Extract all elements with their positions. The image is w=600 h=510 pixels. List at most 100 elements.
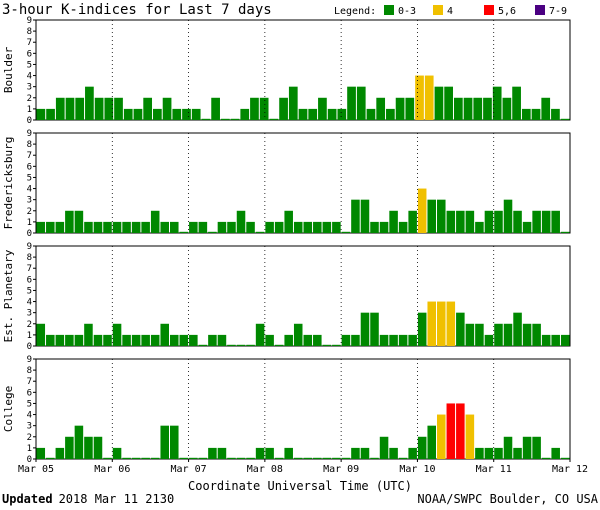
bar: [560, 231, 570, 233]
bar: [513, 210, 522, 233]
legend-entry-1: 4: [447, 6, 453, 17]
legend-swatch-3: [535, 5, 545, 15]
panel-label: Est. Planetary: [2, 249, 15, 342]
bar: [395, 97, 405, 120]
bar: [269, 118, 279, 120]
bar: [424, 75, 434, 120]
updated-label: Updated: [2, 492, 53, 506]
bar: [274, 457, 284, 459]
bar: [494, 323, 503, 346]
bar: [240, 108, 250, 120]
bar: [503, 323, 513, 346]
y-tick-label: 0: [27, 116, 32, 126]
bar: [74, 210, 84, 233]
x-tick-label: Mar 05: [18, 464, 54, 475]
bar: [93, 436, 103, 459]
bar: [551, 210, 560, 233]
bar: [84, 436, 93, 459]
legend-entry-2: 5,6: [498, 6, 516, 17]
y-tick-label: 5: [27, 286, 32, 296]
bar: [227, 457, 236, 459]
bar: [150, 210, 160, 233]
bar: [93, 221, 103, 233]
bar: [211, 97, 220, 120]
y-tick-label: 0: [27, 455, 32, 465]
bar: [293, 221, 303, 233]
bar: [322, 344, 332, 346]
bar: [405, 97, 415, 120]
legend-swatch-1: [433, 5, 443, 15]
bar: [513, 447, 522, 459]
bar: [112, 221, 122, 233]
y-tick-label: 1: [27, 218, 32, 228]
bar: [85, 86, 94, 120]
bar: [427, 199, 436, 233]
panel-frame: [35, 245, 571, 347]
bar: [36, 447, 46, 459]
bar: [208, 447, 217, 459]
bar: [84, 221, 93, 233]
bar: [313, 457, 322, 459]
bar: [427, 301, 436, 346]
bar: [112, 447, 122, 459]
y-tick-label: 9: [27, 129, 32, 139]
bar: [246, 344, 255, 346]
bar: [541, 457, 551, 459]
bar: [521, 108, 531, 120]
y-tick-label: 6: [27, 275, 32, 285]
bar: [150, 457, 160, 459]
bar: [417, 188, 427, 233]
y-tick-label: 2: [27, 94, 32, 104]
bar: [551, 108, 560, 120]
bar: [75, 97, 85, 120]
bar: [236, 344, 246, 346]
bar: [456, 312, 465, 346]
bar: [123, 108, 133, 120]
bar: [160, 323, 169, 346]
bar: [143, 97, 153, 120]
bar: [398, 457, 408, 459]
chart-title: 3-hour K-indices for Last 7 days: [2, 2, 272, 18]
bar: [522, 221, 532, 233]
bar: [153, 108, 162, 120]
panel-frame: [35, 132, 571, 234]
bar: [541, 210, 551, 233]
bar: [415, 75, 424, 120]
bar: [560, 118, 570, 120]
bar: [112, 323, 122, 346]
bar: [456, 210, 465, 233]
bar: [46, 108, 55, 120]
legend-entry-3: 7-9: [549, 6, 567, 17]
bar: [103, 221, 112, 233]
y-tick-label: 3: [27, 422, 32, 432]
bar: [208, 231, 217, 233]
bar: [55, 334, 65, 346]
bar: [217, 334, 227, 346]
bar: [189, 221, 198, 233]
bar: [437, 414, 446, 459]
bar: [522, 436, 532, 459]
bar: [446, 403, 456, 459]
bar: [370, 312, 379, 346]
x-axis-label: Coordinate Universal Time (UTC): [188, 479, 412, 493]
bar: [217, 447, 227, 459]
bar: [483, 97, 492, 120]
bar: [332, 221, 341, 233]
bar: [246, 221, 255, 233]
bar: [74, 425, 84, 459]
y-tick-label: 8: [27, 27, 32, 37]
bar: [551, 334, 560, 346]
bar: [360, 199, 370, 233]
y-tick-label: 7: [27, 38, 32, 48]
x-tick-label: Mar 08: [247, 464, 283, 475]
bar: [220, 118, 230, 120]
y-tick-label: 1: [27, 444, 32, 454]
bar: [456, 403, 465, 459]
bar: [230, 118, 240, 120]
bar: [217, 221, 227, 233]
bar: [172, 108, 182, 120]
bar: [170, 221, 179, 233]
